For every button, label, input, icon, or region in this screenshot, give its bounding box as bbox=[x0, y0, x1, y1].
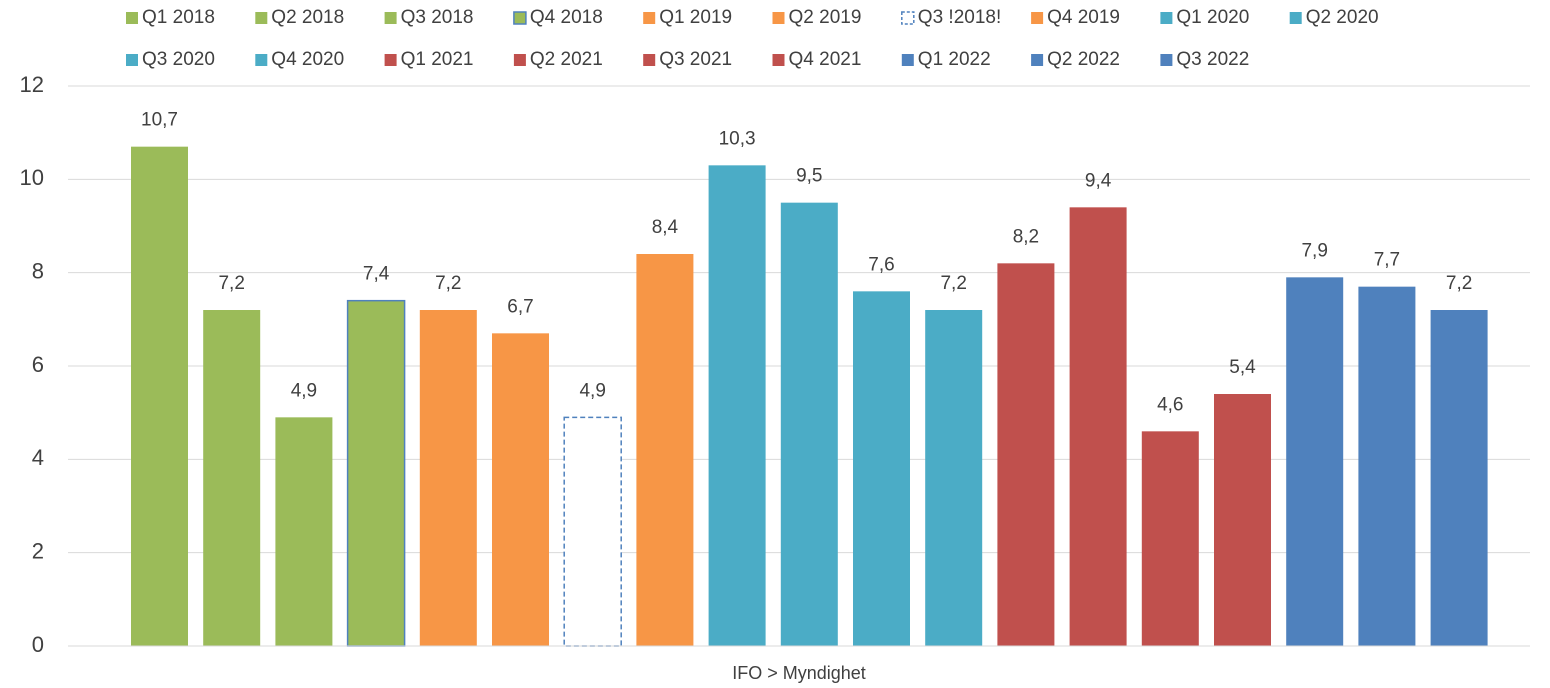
legend-swatch bbox=[772, 12, 785, 24]
legend-swatch bbox=[384, 12, 397, 24]
value-label: 8,2 bbox=[1013, 226, 1039, 247]
bar bbox=[563, 416, 622, 647]
y-tick-label: 0 bbox=[32, 632, 44, 657]
legend-swatch bbox=[1031, 54, 1044, 66]
legend-swatch bbox=[1160, 12, 1173, 24]
y-tick-label: 8 bbox=[32, 258, 44, 283]
value-label: 7,6 bbox=[868, 254, 894, 275]
value-label: 7,2 bbox=[940, 273, 966, 294]
legend-swatch bbox=[1160, 54, 1173, 66]
legend-swatch bbox=[255, 12, 268, 24]
legend-label: Q3 !2018! bbox=[918, 7, 1001, 28]
legend-swatch bbox=[772, 54, 785, 66]
bar bbox=[419, 310, 477, 646]
legend-label: Q2 2022 bbox=[1047, 49, 1120, 70]
legend-swatch bbox=[513, 11, 527, 25]
legend-swatch bbox=[384, 54, 397, 66]
bar bbox=[1286, 277, 1344, 646]
value-label: 9,5 bbox=[796, 166, 822, 187]
value-label: 5,4 bbox=[1229, 357, 1256, 378]
y-tick-label: 10 bbox=[20, 165, 44, 190]
value-label: 10,7 bbox=[141, 110, 178, 131]
legend-label: Q2 2018 bbox=[271, 7, 344, 28]
bar bbox=[1214, 394, 1271, 646]
value-label: 7,4 bbox=[363, 264, 390, 285]
bar bbox=[1141, 431, 1199, 646]
legend-swatch bbox=[643, 12, 656, 24]
legend-swatch bbox=[255, 54, 268, 66]
bar bbox=[1430, 310, 1488, 646]
legend-label: Q2 2020 bbox=[1306, 7, 1379, 28]
bar bbox=[780, 202, 838, 646]
legend-swatch bbox=[901, 54, 914, 66]
bar bbox=[1358, 286, 1416, 646]
bar bbox=[492, 333, 549, 646]
bar bbox=[708, 165, 766, 647]
value-label: 4,9 bbox=[579, 380, 605, 401]
legend-swatch bbox=[901, 11, 915, 25]
value-label: 8,4 bbox=[652, 217, 679, 238]
legend-swatch bbox=[1031, 12, 1044, 24]
legend-label: Q4 2020 bbox=[271, 49, 344, 70]
y-tick-label: 6 bbox=[32, 352, 44, 377]
value-label: 7,2 bbox=[1446, 273, 1472, 294]
legend-label: Q4 2019 bbox=[1047, 7, 1120, 28]
bar bbox=[853, 291, 910, 646]
bar bbox=[275, 417, 333, 646]
legend-label: Q1 2019 bbox=[659, 7, 732, 28]
legend-label: Q2 2021 bbox=[530, 49, 603, 70]
value-label: 7,2 bbox=[435, 273, 461, 294]
y-tick-label: 4 bbox=[32, 445, 44, 470]
legend-label: Q1 2021 bbox=[401, 49, 474, 70]
y-tick-label: 12 bbox=[20, 72, 44, 97]
legend-swatch bbox=[643, 54, 656, 66]
legend-swatch bbox=[1289, 12, 1302, 24]
legend-label: Q3 2021 bbox=[659, 49, 732, 70]
bar bbox=[346, 299, 406, 647]
legend-label: Q3 2018 bbox=[401, 7, 474, 28]
legend-label: Q2 2019 bbox=[789, 7, 862, 28]
legend-label: Q4 2018 bbox=[530, 7, 603, 28]
value-label: 7,2 bbox=[218, 273, 244, 294]
value-label: 10,3 bbox=[719, 128, 756, 149]
bar bbox=[131, 146, 188, 646]
legend-label: Q4 2021 bbox=[789, 49, 862, 70]
value-label: 4,9 bbox=[291, 380, 317, 401]
legend-swatch bbox=[126, 12, 138, 24]
value-label: 4,6 bbox=[1157, 394, 1183, 415]
legend-swatch bbox=[513, 54, 526, 66]
legend-label: Q3 2020 bbox=[142, 49, 215, 70]
value-label: 7,9 bbox=[1301, 240, 1327, 261]
legend-label: Q1 2020 bbox=[1176, 7, 1249, 28]
value-label: 6,7 bbox=[507, 296, 533, 317]
legend-label: Q1 2018 bbox=[142, 7, 215, 28]
bar bbox=[997, 263, 1055, 646]
bar bbox=[203, 310, 261, 646]
bar bbox=[925, 310, 983, 646]
y-tick-label: 2 bbox=[32, 538, 44, 563]
legend-label: Q1 2022 bbox=[918, 49, 991, 70]
x-tick-label: IFO > Myndighet bbox=[732, 663, 866, 683]
bar bbox=[636, 254, 694, 646]
value-label: 7,7 bbox=[1374, 250, 1400, 271]
bar bbox=[1069, 207, 1127, 647]
value-label: 9,4 bbox=[1085, 170, 1112, 191]
legend-swatch bbox=[126, 54, 138, 66]
legend-label: Q3 2022 bbox=[1176, 49, 1249, 70]
